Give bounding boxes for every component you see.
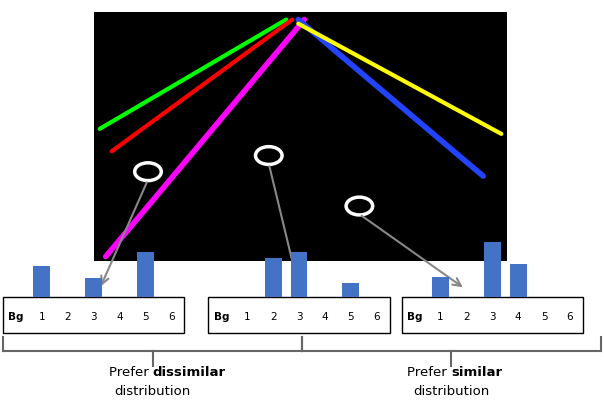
Bar [137,252,154,297]
Text: 3: 3 [296,312,302,322]
Text: Prefer: Prefer [109,366,152,379]
Text: 5: 5 [347,312,354,322]
Text: 5: 5 [142,312,149,322]
Bar [3,297,184,333]
Bar [402,297,583,333]
Text: 1: 1 [244,312,251,322]
Text: 1: 1 [437,312,444,322]
Text: 3: 3 [489,312,495,322]
Bar [291,252,307,297]
Text: 2: 2 [65,312,71,322]
Text: 6: 6 [373,312,380,322]
Text: similar: similar [452,366,503,379]
Text: 6: 6 [567,312,573,322]
Bar [510,264,527,297]
Bar [265,258,281,297]
Text: 2: 2 [270,312,277,322]
Text: 5: 5 [541,312,547,322]
Text: 4: 4 [116,312,123,322]
Text: 4: 4 [515,312,521,322]
Bar [85,278,102,297]
Text: distribution: distribution [413,385,490,398]
Text: distribution: distribution [114,385,191,398]
Bar [484,242,501,297]
Bar [208,297,390,333]
Text: Bg: Bg [407,312,422,322]
Text: Bg: Bg [214,312,229,322]
Text: Bg: Bg [8,312,24,322]
Text: Prefer: Prefer [408,366,452,379]
Bar [33,266,50,297]
Text: 4: 4 [321,312,328,322]
Bar [342,283,359,297]
Text: dissimilar: dissimilar [152,366,226,379]
Bar [432,277,449,297]
Text: 3: 3 [91,312,97,322]
Bar [94,12,507,261]
Text: 2: 2 [463,312,470,322]
Text: 1: 1 [39,312,45,322]
Text: 6: 6 [168,312,175,322]
